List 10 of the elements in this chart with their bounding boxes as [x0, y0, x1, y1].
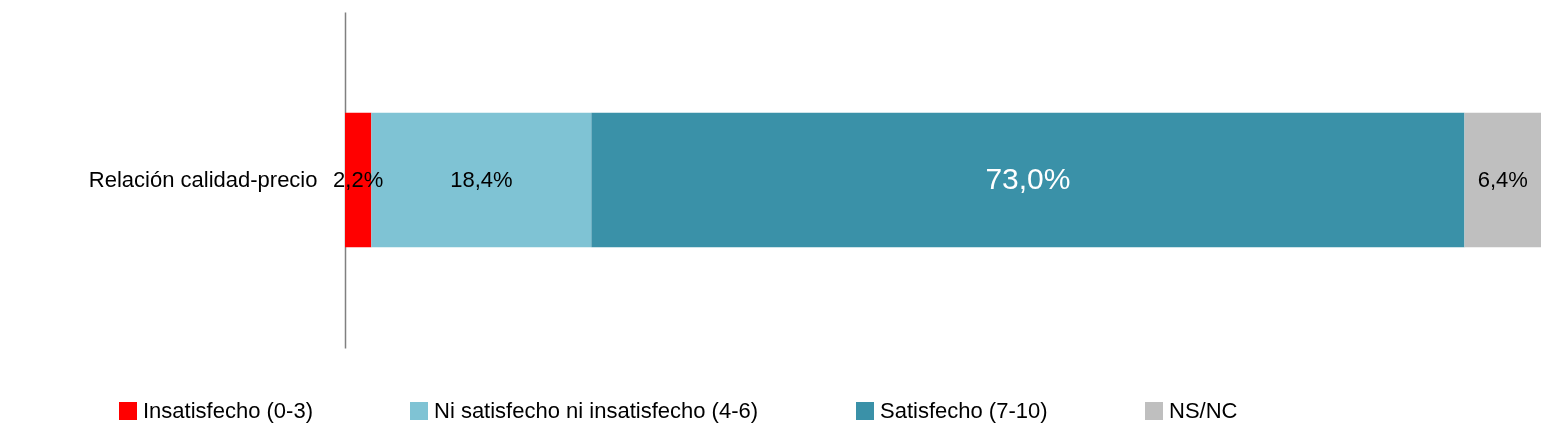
data-label: 18,4% [450, 167, 513, 192]
data-label: 6,4% [1477, 167, 1528, 192]
legend-label: NS/NC [1169, 398, 1238, 423]
legend-label: Insatisfecho (0-3) [143, 398, 313, 423]
legend-label: Ni satisfecho ni insatisfecho (4-6) [434, 398, 759, 423]
legend-label: Satisfecho (7-10) [880, 398, 1048, 423]
data-label: 73,0% [985, 162, 1071, 195]
y-tick-label: Relación calidad-precio [88, 167, 318, 192]
bar [591, 112, 1465, 248]
bar [1464, 112, 1541, 248]
